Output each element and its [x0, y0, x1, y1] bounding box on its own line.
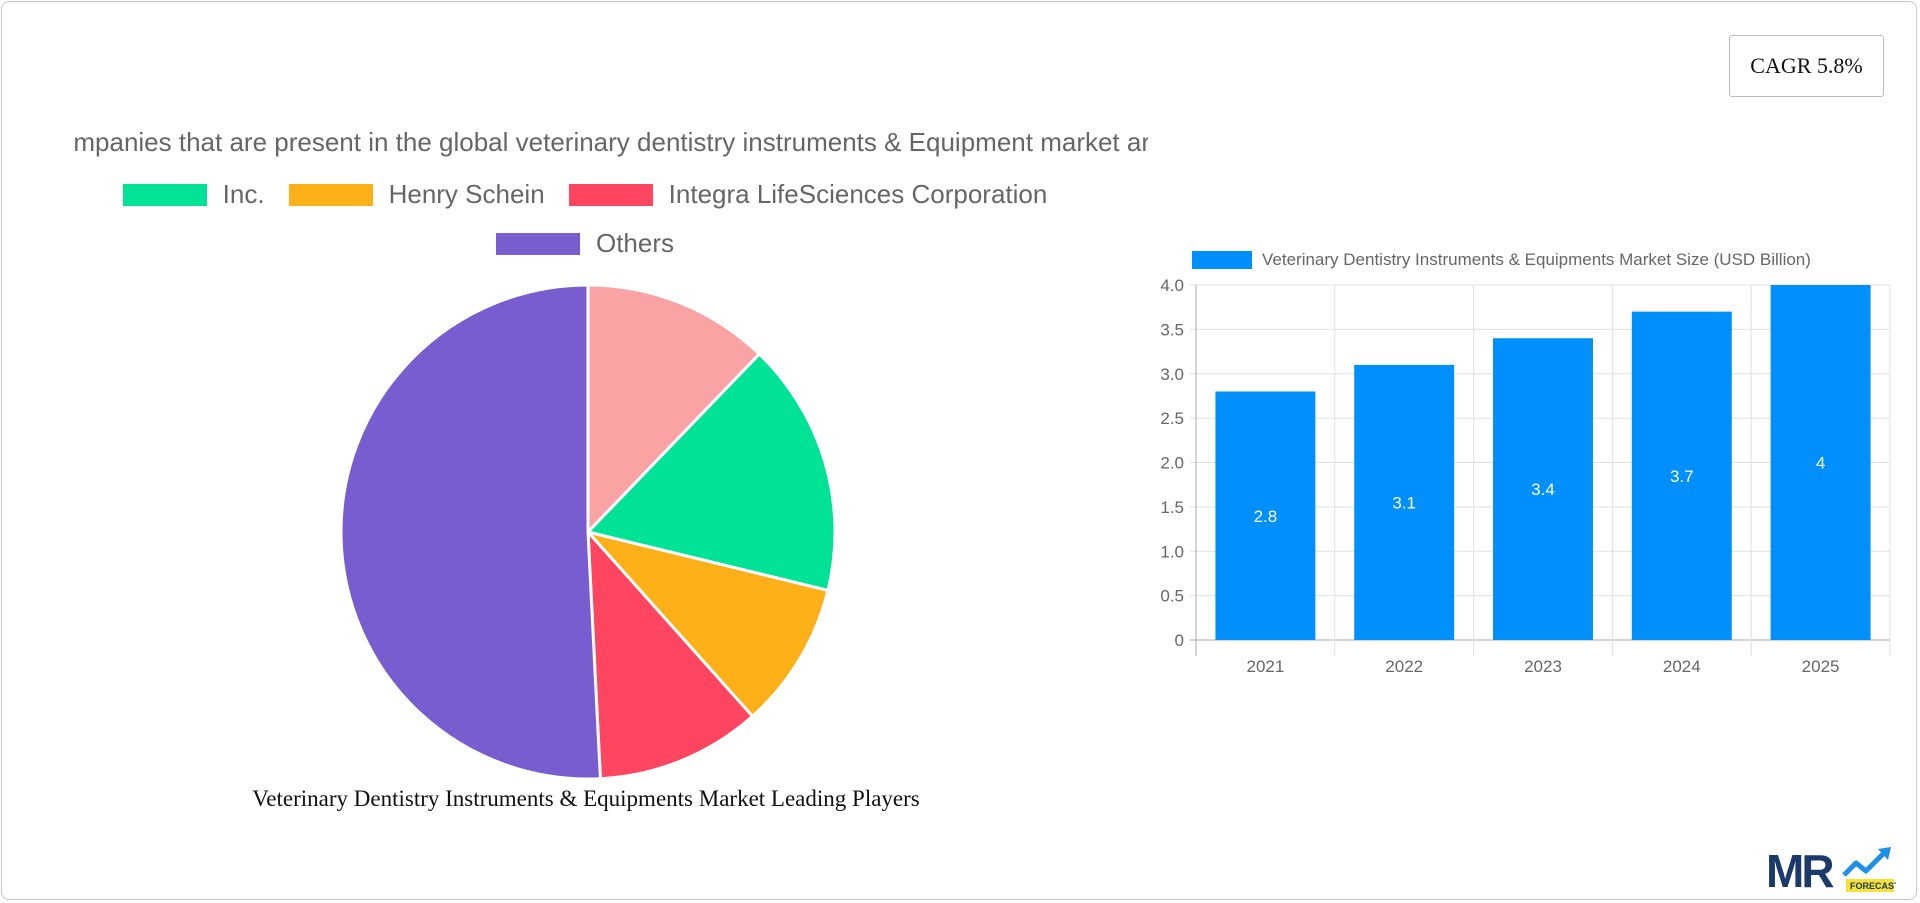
y-tick-label: 3.5 — [1160, 320, 1184, 339]
legend-item-inc[interactable]: Inc. — [122, 179, 265, 210]
y-tick-label: 1.0 — [1160, 542, 1184, 561]
legend-item-others[interactable]: Others — [495, 228, 674, 259]
legend-swatch-icon — [1192, 251, 1252, 269]
x-tick-label: 2022 — [1385, 657, 1423, 676]
bar[interactable] — [1354, 364, 1455, 640]
x-tick-label: 2024 — [1663, 657, 1701, 676]
y-tick-label: 3.0 — [1160, 365, 1184, 384]
bar-chart: 0 0.5 1.0 1.5 2.0 2.5 3.0 3.5 4.0 2.8 2021 3.1 2022 3… — [1160, 276, 1891, 676]
bar-value-label: 4 — [1816, 454, 1825, 473]
pie-slice[interactable] — [586, 527, 755, 781]
bar[interactable] — [1770, 285, 1871, 640]
legend-item-integra[interactable]: Integra LifeSciences Corporation — [568, 179, 1047, 210]
legend-swatch-icon — [495, 232, 580, 255]
pie-chart-svg — [339, 283, 837, 781]
bar-value-label: 2.8 — [1254, 507, 1278, 526]
legend-swatch-icon — [568, 183, 653, 206]
x-tick-label: 2023 — [1524, 657, 1562, 676]
legend-swatch-icon — [122, 183, 207, 206]
x-tick-label: 2021 — [1246, 657, 1284, 676]
pie-slice[interactable] — [586, 283, 762, 536]
svg-text:MR: MR — [1766, 845, 1834, 895]
logo-icon: MR FORECAST — [1766, 845, 1900, 897]
bar[interactable] — [1493, 338, 1593, 640]
y-tick-label: 0.5 — [1160, 587, 1184, 606]
mr-forecast-logo: MR FORECAST — [1766, 845, 1900, 897]
pie-legend-row-2: Others — [0, 228, 1170, 259]
bar[interactable] — [1631, 311, 1732, 640]
bar[interactable] — [1215, 391, 1316, 641]
y-tick-label: 2.5 — [1160, 409, 1184, 428]
bar-legend-label: Veterinary Dentistry Instruments & Equip… — [1262, 250, 1811, 269]
cagr-badge: CAGR 5.8% — [1729, 35, 1884, 97]
y-tick-label: 0 — [1175, 631, 1184, 650]
y-tick-label: 2.0 — [1160, 454, 1184, 473]
bar-value-label: 3.7 — [1670, 467, 1694, 486]
bar-value-label: 3.4 — [1531, 480, 1555, 499]
pie-chart — [338, 282, 838, 782]
legend-item-henry-schein[interactable]: Henry Schein — [288, 179, 545, 210]
x-tick-label: 2025 — [1802, 657, 1840, 676]
pie-chart-caption: Veterinary Dentistry Instruments & Equip… — [252, 786, 920, 811]
y-tick-label: 4.0 — [1160, 276, 1184, 295]
cagr-label: CAGR 5.8% — [1750, 53, 1863, 78]
pie-legend-row-1: Inc. Henry Schein Integra LifeSciences C… — [0, 179, 1170, 210]
pie-slice[interactable] — [583, 529, 830, 719]
bar-value-label: 3.1 — [1392, 493, 1416, 512]
pie-slice[interactable] — [339, 283, 602, 781]
pie-chart-title: mpanies that are present in the global v… — [73, 127, 1148, 157]
legend-swatch-icon — [288, 183, 373, 206]
svg-text:FORECAST: FORECAST — [1850, 881, 1896, 891]
bar-legend[interactable]: Veterinary Dentistry Instruments & Equip… — [1192, 250, 1811, 270]
pie-slice[interactable] — [585, 351, 837, 593]
y-tick-label: 1.5 — [1160, 498, 1184, 517]
